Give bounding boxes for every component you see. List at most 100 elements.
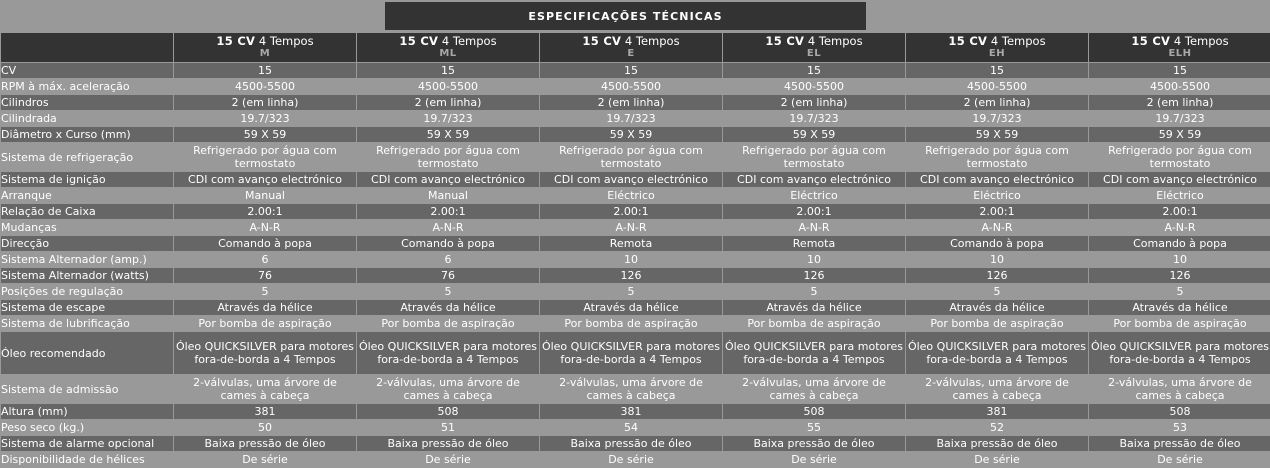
cell-value: Óleo QUICKSILVER para motores fora-de-bo…	[723, 332, 905, 374]
row-label: Arranque	[1, 188, 173, 203]
cell-value: 2-válvulas, uma árvore de cames à cabeça	[1089, 375, 1270, 403]
cell-value: 2-válvulas, uma árvore de cames à cabeça	[723, 375, 905, 403]
row-label: Diâmetro x Curso (mm)	[1, 127, 173, 142]
cell-value: 59 X 59	[174, 127, 356, 142]
cell-value: Óleo QUICKSILVER para motores fora-de-bo…	[1089, 332, 1270, 374]
cell-value: 381	[540, 404, 722, 419]
cell-value: Baixa pressão de óleo	[1089, 436, 1270, 451]
cell-value: Refrigerado por água com termostato	[174, 143, 356, 171]
cell-value: 15	[1089, 63, 1270, 78]
cell-value: 2 (em linha)	[723, 95, 905, 110]
cell-value: 6	[174, 252, 356, 267]
column-header-engine-type: 4 Tempos	[804, 34, 863, 48]
table-row: Óleo recomendado Óleo QUICKSILVER para mo…	[1, 332, 1270, 374]
cell-value: 59 X 59	[906, 127, 1088, 142]
column-header-variant: ELH	[1168, 48, 1192, 59]
cell-value: 126	[1089, 268, 1270, 283]
row-label: Sistema Alternador (amp.)	[1, 252, 173, 267]
column-header-engine-type: 4 Tempos	[1170, 34, 1229, 48]
table-body: CV 15 15 15 15 15 15 RPM à máx. aceleração 4500-…	[1, 63, 1270, 467]
row-label: Cilindros	[1, 95, 173, 110]
cell-value: Por bomba de aspiração	[1089, 316, 1270, 331]
table-row: Posições de regulação 5 5 5 5 5 5	[1, 284, 1270, 299]
column-header-power: 15 CV	[1131, 34, 1171, 48]
header-row: 15 CV 4 Tempos M 15 CV 4 Tempos ML 15 CV 4 T…	[1, 33, 1270, 62]
column-header-el: 15 CV 4 Tempos EL	[723, 33, 905, 62]
column-header-variant: ML	[439, 48, 457, 59]
cell-value: De série	[723, 452, 905, 467]
table-row: Sistema de ignição CDI com avanço electró…	[1, 172, 1270, 187]
cell-value: 2-válvulas, uma árvore de cames à cabeça	[174, 375, 356, 403]
column-header-engine-type: 4 Tempos	[987, 34, 1046, 48]
cell-value: 15	[540, 63, 722, 78]
cell-value: 5	[723, 284, 905, 299]
table-row: Cilindros 2 (em linha) 2 (em linha) 2 (em l…	[1, 95, 1270, 110]
cell-value: CDI com avanço electrónico	[906, 172, 1088, 187]
cell-value: A-N-R	[1089, 220, 1270, 235]
cell-value: Por bomba de aspiração	[540, 316, 722, 331]
cell-value: 19.7/323	[357, 111, 539, 126]
cell-value: Eléctrico	[723, 188, 905, 203]
cell-value: Baixa pressão de óleo	[357, 436, 539, 451]
column-header-model: 15 CV 4 Tempos	[908, 35, 1086, 48]
cell-value: 59 X 59	[540, 127, 722, 142]
row-label: Posições de regulação	[1, 284, 173, 299]
cell-value: 381	[174, 404, 356, 419]
cell-value: Óleo QUICKSILVER para motores fora-de-bo…	[906, 332, 1088, 374]
table-row: Peso seco (kg.) 50 51 54 55 52 53	[1, 420, 1270, 435]
cell-value: 19.7/323	[906, 111, 1088, 126]
cell-value: CDI com avanço electrónico	[723, 172, 905, 187]
cell-value: 5	[540, 284, 722, 299]
cell-value: Por bomba de aspiração	[906, 316, 1088, 331]
row-label: CV	[1, 63, 173, 78]
cell-value: 50	[174, 420, 356, 435]
cell-value: 126	[540, 268, 722, 283]
cell-value: 4500-5500	[174, 79, 356, 94]
table-row: Disponibilidade de hélices De série De sér…	[1, 452, 1270, 467]
row-label: Relação de Caixa	[1, 204, 173, 219]
table-row: Relação de Caixa 2.00:1 2.00:1 2.00:1 2.00:1…	[1, 204, 1270, 219]
cell-value: 76	[174, 268, 356, 283]
cell-value: CDI com avanço electrónico	[540, 172, 722, 187]
cell-value: Baixa pressão de óleo	[174, 436, 356, 451]
row-label: Sistema de alarme opcional	[1, 436, 173, 451]
cell-value: 10	[1089, 252, 1270, 267]
cell-value: De série	[540, 452, 722, 467]
cell-value: CDI com avanço electrónico	[174, 172, 356, 187]
cell-value: Refrigerado por água com termostato	[357, 143, 539, 171]
header-corner-cell	[1, 33, 173, 62]
cell-value: A-N-R	[723, 220, 905, 235]
cell-value: Comando à popa	[1089, 236, 1270, 251]
cell-value: Refrigerado por água com termostato	[906, 143, 1088, 171]
cell-value: 15	[906, 63, 1088, 78]
cell-value: 2.00:1	[540, 204, 722, 219]
row-label: Sistema de ignição	[1, 172, 173, 187]
cell-value: 508	[1089, 404, 1270, 419]
cell-value: Comando à popa	[906, 236, 1088, 251]
cell-value: 55	[723, 420, 905, 435]
column-header-power: 15 CV	[216, 34, 256, 48]
table-row: Sistema de escape Através da hélice Atravé…	[1, 300, 1270, 315]
cell-value: 2 (em linha)	[1089, 95, 1270, 110]
cell-value: 51	[357, 420, 539, 435]
cell-value: Manual	[357, 188, 539, 203]
specifications-table: 15 CV 4 Tempos M 15 CV 4 Tempos ML 15 CV 4 T…	[0, 32, 1270, 468]
row-label: Sistema de lubrificação	[1, 316, 173, 331]
cell-value: 52	[906, 420, 1088, 435]
cell-value: 10	[540, 252, 722, 267]
cell-value: 2-válvulas, uma árvore de cames à cabeça	[906, 375, 1088, 403]
row-label: Sistema de refrigeração	[1, 143, 173, 171]
table-row: Sistema de refrigeração Refrigerado por á…	[1, 143, 1270, 171]
cell-value: Remota	[540, 236, 722, 251]
table-row: Mudanças A-N-R A-N-R A-N-R A-N-R A-N-R A-N-R	[1, 220, 1270, 235]
cell-value: Através da hélice	[723, 300, 905, 315]
table-row: Sistema Alternador (amp.) 6 6 10 10 10 10	[1, 252, 1270, 267]
cell-value: Através da hélice	[174, 300, 356, 315]
cell-value: 2 (em linha)	[357, 95, 539, 110]
cell-value: 59 X 59	[723, 127, 905, 142]
cell-value: 2-válvulas, uma árvore de cames à cabeça	[357, 375, 539, 403]
column-header-variant: EL	[806, 48, 822, 59]
row-label: Sistema de admissão	[1, 375, 173, 403]
cell-value: De série	[357, 452, 539, 467]
